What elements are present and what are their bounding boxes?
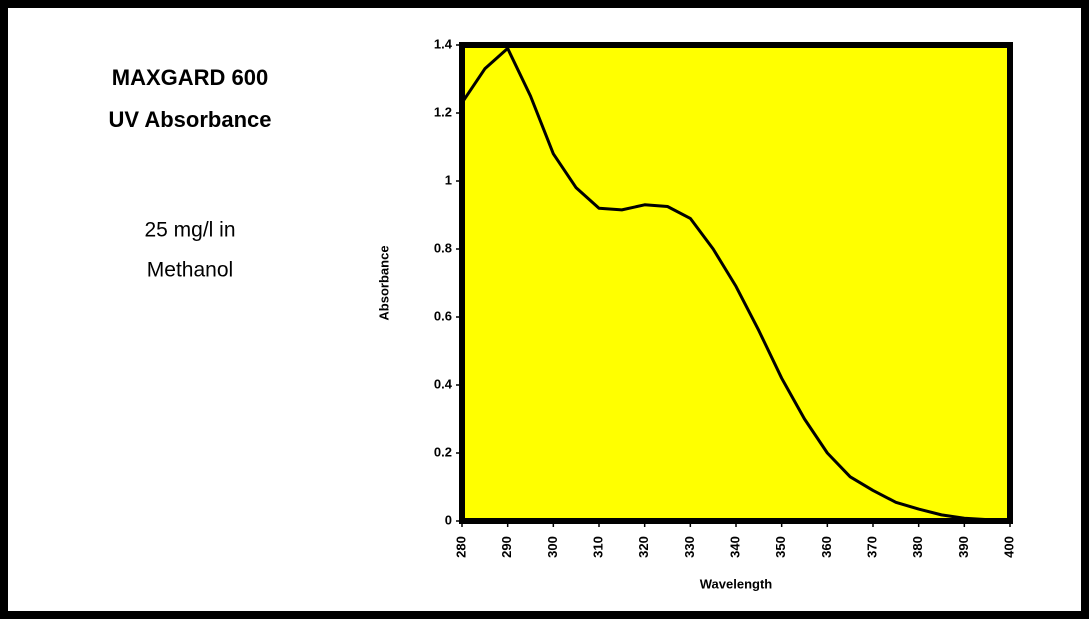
- x-tick-label: 340: [727, 536, 742, 558]
- data-line: [460, 46, 1011, 522]
- x-tick-label: 320: [636, 536, 651, 558]
- x-tick-label: 390: [956, 536, 971, 558]
- x-tick-label: 290: [499, 536, 514, 558]
- x-tick-label: 360: [819, 536, 834, 558]
- y-tick-label: 0.4: [434, 376, 453, 391]
- plot-border: [459, 42, 1013, 524]
- y-tick-label: 0.6: [434, 308, 452, 323]
- x-tick-label: 370: [864, 536, 879, 558]
- title-line: UV Absorbance: [108, 107, 271, 132]
- x-axis-label: Wavelength: [700, 576, 773, 591]
- x-tick-label: 400: [1001, 536, 1016, 558]
- y-tick-label: 1.4: [434, 36, 453, 51]
- annotation: 25 mg/l in: [144, 219, 235, 242]
- x-tick-label: 380: [910, 536, 925, 558]
- x-tick-label: 310: [590, 536, 605, 558]
- y-tick-label: 1.2: [434, 104, 452, 119]
- annotation: Methanol: [147, 259, 233, 282]
- x-tick-label: 350: [773, 536, 788, 558]
- y-tick-label: 0: [445, 512, 452, 527]
- x-tick-label: 300: [545, 536, 560, 558]
- plot-area: [462, 45, 1010, 521]
- x-tick-label: 330: [682, 536, 697, 558]
- x-tick-label: 280: [453, 536, 468, 558]
- y-tick-label: 0.8: [434, 240, 452, 255]
- y-axis-label: Absorbance: [376, 245, 391, 320]
- y-tick-label: 0.2: [434, 444, 452, 459]
- title-line: MAXGARD 600: [112, 65, 268, 90]
- y-tick-label: 1: [445, 172, 452, 187]
